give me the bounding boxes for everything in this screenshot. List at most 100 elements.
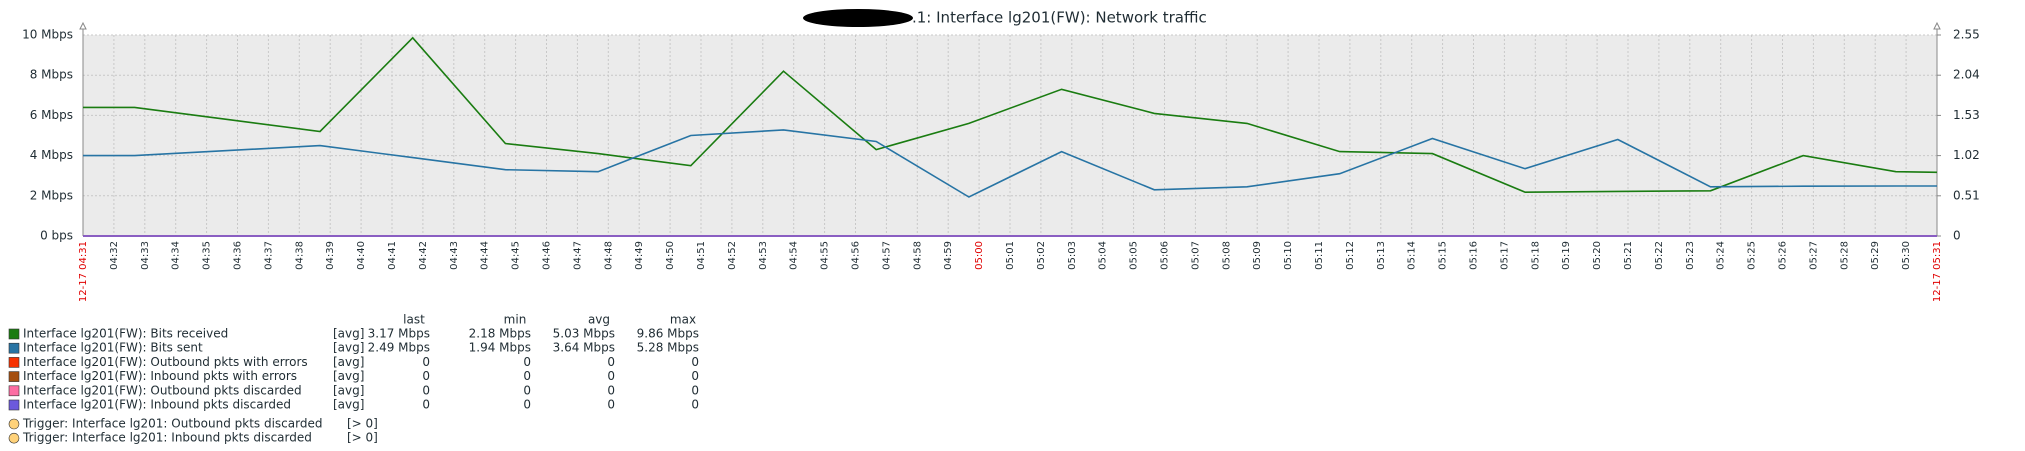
y-tick-label: 8 Mbps (30, 68, 73, 82)
y2-tick-label: 0.51 (1953, 188, 1980, 202)
legend-stat: 0 (691, 383, 699, 397)
x-tick-label: 04:50 (665, 241, 676, 270)
x-tick-label: 05:27 (1808, 241, 1819, 270)
legend-stat: 2.49 Mbps (368, 341, 430, 355)
x-tick-label: 05:08 (1221, 241, 1232, 270)
x-tick-label: 04:48 (603, 241, 614, 270)
legend-swatch (8, 371, 20, 382)
legend-stat: 0 (691, 355, 699, 369)
legend-stat: 9.86 Mbps (637, 327, 699, 341)
x-tick-label: 04:44 (480, 241, 491, 270)
series-line (83, 129, 1937, 198)
y-tick-label: 2 Mbps (30, 188, 73, 202)
y2-tick-label: 1.53 (1953, 108, 1980, 122)
legend-stat: 2.18 Mbps (469, 327, 531, 341)
x-tick-label: 04:33 (140, 241, 151, 270)
legend-stat: 1.94 Mbps (469, 341, 531, 355)
legend-stat: 0 (422, 355, 430, 369)
legend-stat: 0 (422, 398, 430, 412)
legend-swatch (8, 399, 20, 411)
legend-stat: 0 (607, 355, 615, 369)
x-tick-label: 05:29 (1870, 241, 1881, 270)
trigger-icon (8, 418, 20, 430)
x-tick-label: 05:04 (1098, 241, 1109, 270)
axis-arrow (79, 21, 87, 30)
x-tick-label: 05:28 (1839, 241, 1850, 270)
x-tick-label: 05:26 (1778, 241, 1789, 270)
legend-header: max (670, 313, 696, 327)
y-tick-label: 0 bps (40, 229, 73, 243)
x-tick-label: 04:39 (325, 241, 336, 270)
x-tick-label: 05:09 (1252, 241, 1263, 270)
legend-header: min (504, 313, 527, 327)
y2-tick-label: 2.04 (1953, 68, 1980, 82)
legend-label: Interface lg201(FW): Outbound pkts with … (23, 355, 308, 369)
x-tick-label: 05:03 (1067, 241, 1078, 270)
x-tick-label: 05:00 (974, 241, 985, 270)
legend-stat: 0 (523, 355, 531, 369)
legend-header: last (403, 313, 425, 327)
trigger-label: Trigger: Interface lg201: Inbound pkts d… (22, 431, 312, 445)
y-tick-label: 6 Mbps (30, 108, 73, 122)
x-tick-label: 04:41 (387, 241, 398, 270)
y-tick-label: 10 Mbps (22, 28, 73, 42)
x-tick-label: 05:19 (1561, 241, 1572, 270)
legend-swatch (8, 357, 20, 368)
x-tick-label: 04:32 (109, 241, 120, 270)
legend-label: Interface lg201(FW): Inbound pkts with e… (23, 369, 297, 383)
x-tick-label: 05:20 (1592, 241, 1603, 270)
legend-stat: 0 (607, 369, 615, 383)
legend-func: [avg] (333, 341, 364, 355)
x-tick-label: 05:05 (1129, 241, 1140, 270)
x-tick-label: 04:35 (202, 241, 213, 270)
legend-swatch (8, 328, 20, 340)
axis-arrow (1933, 21, 1941, 30)
x-tick-label: 04:38 (294, 241, 305, 270)
legend-stat: 0 (691, 398, 699, 412)
legend-stat: 0 (691, 369, 699, 383)
legend-stat: 0 (422, 369, 430, 383)
x-tick-label: 05:07 (1190, 241, 1201, 270)
x-tick-label: 04:46 (542, 241, 553, 270)
legend-stat: 5.28 Mbps (637, 341, 699, 355)
trigger-icon (8, 432, 20, 444)
x-tick-label: 05:01 (1005, 241, 1016, 270)
x-tick-label: 04:40 (356, 241, 367, 270)
x-tick-label: 04:59 (943, 241, 954, 270)
redaction (803, 9, 913, 27)
x-tick-label: 05:24 (1716, 241, 1727, 270)
y2-tick-label: 0 (1953, 229, 1961, 243)
chart-title: .1: Interface lg201(FW): Network traffic (912, 9, 1207, 27)
trigger-condition: [> 0] (347, 431, 378, 445)
legend-func: [avg] (333, 327, 364, 341)
trigger-label: Trigger: Interface lg201: Outbound pkts … (22, 417, 322, 431)
x-tick-label: 04:54 (789, 241, 800, 270)
x-tick-label: 04:43 (449, 241, 460, 270)
x-tick-label: 04:47 (572, 241, 583, 270)
legend-stat: 5.03 Mbps (553, 327, 615, 341)
x-tick-label: 05:21 (1623, 241, 1634, 270)
legend-stat: 0 (607, 383, 615, 397)
y2-tick-label: 2.55 (1953, 28, 1980, 42)
legend-stat: 3.17 Mbps (368, 327, 430, 341)
legend-header: avg (588, 313, 610, 327)
y-tick-label: 4 Mbps (30, 148, 73, 162)
x-tick-label: 04:37 (263, 241, 274, 270)
x-tick-label: 12-17 04:31 (78, 241, 89, 302)
x-tick-label: 05:11 (1314, 241, 1325, 270)
legend-stat: 3.64 Mbps (553, 341, 615, 355)
x-tick-label: 05:12 (1345, 241, 1356, 270)
x-tick-label: 04:56 (851, 241, 862, 270)
x-tick-label: 05:10 (1283, 241, 1294, 270)
x-tick-label: 05:18 (1530, 241, 1541, 270)
legend-stat: 0 (523, 398, 531, 412)
x-tick-label: 12-17 05:31 (1932, 241, 1943, 302)
legend-label: Interface lg201(FW): Bits received (23, 327, 228, 341)
x-tick-label: 04:57 (881, 241, 892, 270)
legend-func: [avg] (333, 369, 364, 383)
legend-func: [avg] (333, 398, 364, 412)
legend-label: Interface lg201(FW): Inbound pkts discar… (23, 398, 291, 412)
x-tick-label: 05:15 (1438, 241, 1449, 270)
x-tick-label: 05:06 (1160, 241, 1171, 270)
